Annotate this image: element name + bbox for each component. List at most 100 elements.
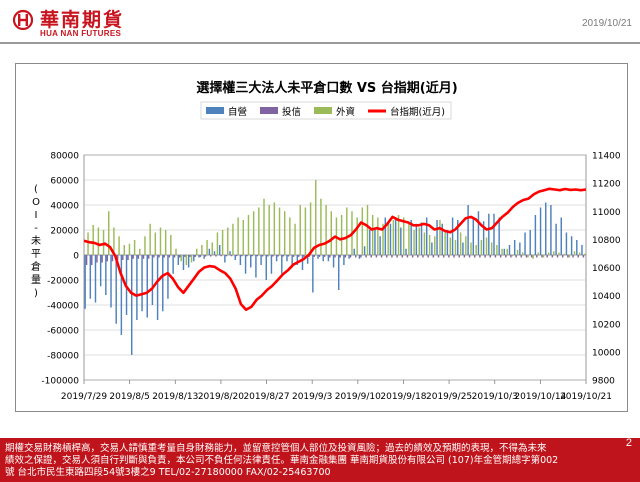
dealer-bar	[498, 217, 500, 255]
trust-bar	[344, 255, 347, 258]
trust-bar	[266, 255, 269, 257]
y-axis-label-char: 量	[31, 274, 41, 286]
dealer-bar	[156, 255, 159, 320]
trust-bar	[168, 255, 171, 258]
trust-bar	[147, 255, 150, 259]
dealer-bar	[136, 255, 138, 320]
y2-tick-label: 10600	[592, 264, 621, 274]
foreign-bar	[154, 232, 157, 255]
dealer-bar	[425, 217, 428, 255]
foreign-bar	[475, 245, 477, 255]
foreign-bar	[242, 220, 245, 255]
dealer-bar	[353, 248, 355, 255]
y-tick-label: 20000	[50, 227, 79, 237]
trust-bar	[427, 255, 429, 258]
foreign-bar	[263, 198, 265, 255]
y2-tick-label: 10200	[592, 320, 621, 330]
trust-bar	[365, 255, 367, 258]
dealer-bar	[162, 255, 164, 312]
trust-bar	[334, 255, 336, 258]
y-axis-label-char: 未	[31, 235, 41, 247]
dealer-bar	[322, 255, 324, 262]
trust-bar	[380, 255, 383, 258]
dealer-bar	[503, 248, 506, 255]
x-tick-label: 2019/10/14	[514, 392, 566, 402]
foreign-bar	[578, 252, 581, 255]
dealer-bar	[130, 255, 133, 355]
foreign-bar	[470, 242, 472, 255]
foreign-bar	[102, 230, 105, 255]
foreign-bar	[206, 240, 208, 255]
y-tick-label: -20000	[47, 277, 79, 287]
dealer-bar	[508, 245, 511, 255]
foreign-bar	[299, 205, 301, 255]
trust-bar	[96, 255, 98, 263]
foreign-bar	[356, 217, 358, 255]
dealer-bar	[94, 255, 97, 303]
trust-bar	[515, 255, 517, 258]
trust-bar	[137, 255, 140, 259]
trust-bar	[432, 255, 435, 258]
foreign-bar	[428, 235, 431, 255]
x-tick-label: 2019/7/29	[61, 392, 107, 402]
foreign-bar	[304, 207, 307, 255]
dealer-bar	[182, 255, 185, 270]
chart-gridlines	[83, 154, 587, 381]
foreign-bar	[361, 207, 364, 255]
company-name-cn: 華南期貨	[40, 9, 125, 31]
trust-bar	[339, 255, 341, 258]
foreign-bar	[227, 227, 229, 255]
dealer-bar	[203, 255, 205, 259]
dealer-bar	[379, 236, 381, 255]
foreign-bar	[511, 255, 514, 257]
dealer-bar	[420, 222, 423, 255]
trust-bar	[303, 255, 305, 257]
dealer-bar	[110, 255, 112, 308]
y2-tick-label: 11000	[592, 208, 621, 218]
foreign-bar	[278, 207, 281, 255]
dealer-bar	[244, 255, 247, 274]
dealer-bar	[358, 255, 361, 259]
dealer-bar	[519, 242, 521, 255]
trust-bar	[468, 255, 471, 258]
trust-bar	[179, 255, 181, 258]
trust-bar	[116, 255, 119, 260]
x-tick-label: 2019/8/13	[152, 392, 198, 402]
line-series	[83, 187, 587, 311]
chart-title: 選擇權三大法人未平倉口數 VS 台指期(近月)	[196, 80, 457, 96]
foreign-bar	[444, 230, 446, 255]
trust-bar	[551, 255, 554, 258]
foreign-bar	[247, 215, 250, 255]
dealer-bar	[488, 213, 490, 255]
trust-bar	[437, 255, 440, 258]
dealer-bar	[306, 255, 309, 264]
y-tick-label: -40000	[47, 302, 79, 312]
index-line	[83, 187, 587, 311]
trust-bar	[453, 255, 455, 258]
trust-bar	[277, 255, 279, 257]
y-axis-label-char: (	[34, 184, 38, 195]
x-tick-label: 2019/8/27	[243, 392, 289, 402]
dealer-bar	[410, 220, 412, 255]
trust-bar	[360, 255, 362, 258]
trust-bar	[448, 255, 450, 258]
foreign-bar	[330, 211, 332, 255]
foreign-bar	[449, 237, 452, 255]
chart-legend: 自營 投信 外資 台指期(近月)	[200, 101, 452, 120]
foreign-bar	[149, 223, 151, 255]
foreign-bar	[516, 250, 519, 255]
trust-bar	[463, 255, 466, 258]
dealer-bar	[431, 242, 433, 255]
foreign-bar	[532, 255, 534, 259]
foreign-bar	[340, 215, 343, 255]
dealer-bar	[187, 255, 190, 268]
trust-bar	[474, 255, 476, 258]
dealer-bar	[446, 230, 449, 255]
trust-bar	[505, 255, 507, 258]
x-tick-label: 2019/9/3	[292, 392, 332, 402]
dealer-bar	[394, 217, 397, 255]
foreign-bar	[392, 220, 395, 255]
dealer-bar	[260, 255, 262, 265]
dealer-bar	[550, 205, 552, 255]
dealer-bar	[560, 217, 562, 255]
